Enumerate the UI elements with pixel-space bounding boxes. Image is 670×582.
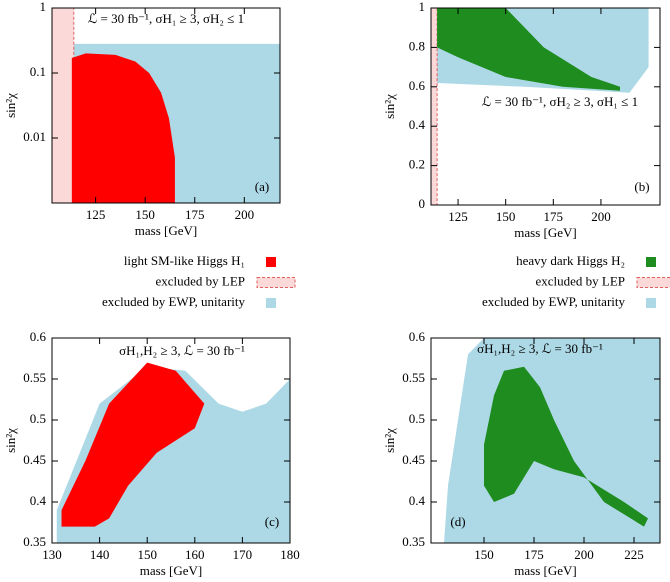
y-tick-label: 0.6 [409,329,426,344]
x-axis-label: mass [GeV] [514,563,576,578]
y-tick-label: 1 [419,0,426,14]
x-tick-label: 200 [235,207,255,222]
y-axis-label: sin²χ [3,93,18,118]
panel-label: (a) [255,179,269,194]
y-tick-label: 0.2 [409,157,425,172]
legend-swatch [266,298,276,308]
y-tick-label: 0.4 [409,493,426,508]
legend-label: excluded by EWP, unitarity [102,294,245,309]
y-tick-label: 0.4 [30,493,47,508]
y-tick-label: 0.55 [23,370,46,385]
x-tick-label: 150 [135,207,155,222]
x-tick-label: 150 [474,547,494,562]
legend-swatch [256,277,296,288]
x-tick-label: 150 [137,547,157,562]
x-axis-label: mass [GeV] [514,225,576,240]
panel-label: (b) [634,179,649,194]
annotation: σH₁,H₂ ≥ 3, ℒ = 30 fb⁻¹ [119,343,245,358]
y-tick-label: 0.45 [402,452,425,467]
x-tick-label: 180 [280,547,300,562]
legend-label: excluded by LEP [535,273,625,288]
x-tick-label: 225 [624,547,644,562]
y-tick-label: 0.1 [30,64,46,79]
y-tick-label: 0.35 [402,534,425,549]
y-tick-label: 0 [419,196,426,211]
y-tick-label: 0.5 [30,411,46,426]
y-axis-label: sin²χ [382,428,397,453]
x-tick-label: 200 [591,209,611,224]
legend-swatch [646,257,656,267]
x-tick-label: 125 [86,207,106,222]
x-tick-label: 175 [185,207,205,222]
region [61,362,205,527]
legend-swatch [636,277,670,288]
annotation: σH₁,H₂ ≥ 3, ℒ = 30 fb⁻¹ [477,341,603,356]
x-tick-label: 200 [574,547,594,562]
annotation: ℒ = 30 fb⁻¹, σH₂ ≥ 3, σH₁ ≤ 1 [482,94,638,109]
y-tick-label: 0.01 [23,129,46,144]
panel-label: (c) [265,514,279,529]
x-tick-label: 130 [42,547,62,562]
plot-frame [51,337,291,544]
legend-label: light SM-like Higgs H₁ [124,253,245,268]
x-tick-label: 125 [448,209,468,224]
y-tick-label: 0.6 [409,78,426,93]
y-tick-label: 0.55 [402,370,425,385]
y-tick-label: 0.35 [23,534,46,549]
x-tick-label: 140 [90,547,110,562]
x-tick-label: 175 [544,209,564,224]
y-tick-label: 0.5 [409,411,425,426]
y-tick-label: 0.45 [23,452,46,467]
y-axis-label: sin²χ [3,428,18,453]
y-tick-label: 1 [40,0,47,14]
y-tick-label: 0.4 [409,117,426,132]
legend-label: heavy dark Higgs H₂ [516,253,625,268]
region [51,7,75,204]
y-axis-label: sin²χ [382,94,397,119]
annotation: ℒ = 30 fb⁻¹, σH₁ ≥ 3, σH₂ ≤ 1 [88,11,244,26]
x-tick-label: 150 [496,209,516,224]
plot-frame [430,337,661,544]
region [437,8,620,91]
plot-frame [430,7,661,206]
region [430,7,438,206]
y-tick-label: 0.8 [409,38,425,53]
x-tick-label: 175 [524,547,544,562]
x-tick-label: 160 [185,547,205,562]
x-tick-label: 170 [233,547,253,562]
x-axis-label: mass [GeV] [140,563,202,578]
x-axis-label: mass [GeV] [135,223,197,238]
plot-frame [51,7,281,204]
region [484,366,648,527]
legend-swatch [646,298,656,308]
legend-swatch [266,257,276,267]
legend-label: excluded by EWP, unitarity [482,294,625,309]
panel-label: (d) [450,514,465,529]
region [71,53,175,204]
legend-label: excluded by LEP [155,273,245,288]
y-tick-label: 0.6 [30,329,47,344]
